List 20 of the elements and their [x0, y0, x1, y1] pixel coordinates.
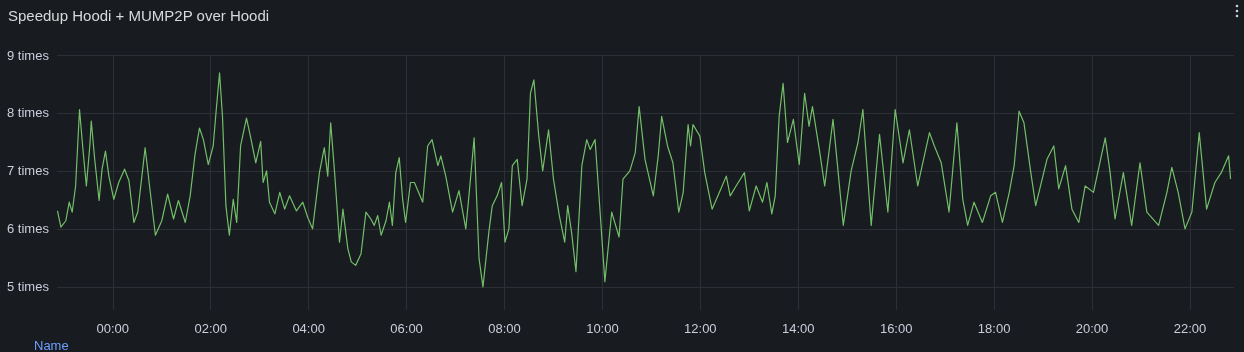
y-tick-label: 8 times — [7, 105, 50, 121]
line-series — [56, 72, 1232, 288]
chart-title: Speedup Hoodi + MUMP2P over Hoodi — [8, 7, 270, 24]
x-tick-label: 08:00 — [488, 321, 521, 336]
x-tick-label: 00:00 — [96, 321, 130, 336]
y-tick-label: 9 times — [7, 47, 50, 63]
y-tick-label: 5 times — [7, 279, 50, 295]
x-tick-label: 14:00 — [781, 321, 815, 336]
y-tick-label: 6 times — [7, 221, 50, 237]
x-tick-label: 04:00 — [292, 321, 325, 336]
x-tick-label: 12:00 — [684, 321, 717, 336]
y-tick-label: 7 times — [7, 163, 50, 179]
x-tick-label: 16:00 — [879, 321, 913, 336]
x-tick-label: 22:00 — [1173, 321, 1207, 336]
x-tick-label: 02:00 — [194, 321, 228, 336]
legend-title: Name — [34, 338, 69, 352]
x-tick-label: 06:00 — [390, 321, 423, 336]
x-tick-label: 20:00 — [1075, 321, 1109, 336]
x-tick-label: 18:00 — [977, 321, 1011, 336]
x-tick-label: 10:00 — [586, 321, 619, 336]
